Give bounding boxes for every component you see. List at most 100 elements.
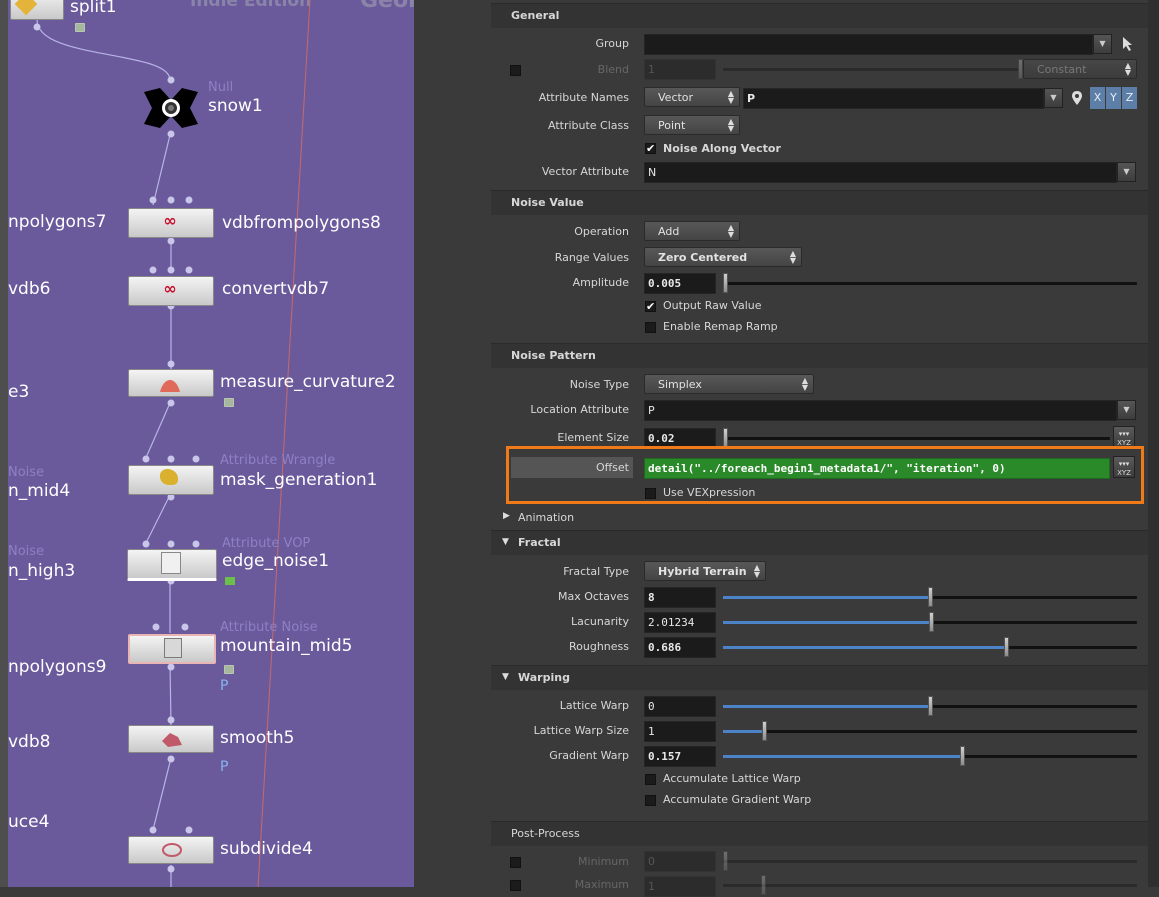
parameter-editor: General Group ▼ Blend 1 Constant ▲ ▼ Attri… xyxy=(491,0,1159,897)
cut-node-label[interactable]: vdb8 xyxy=(8,732,51,752)
minimum-enable-checkbox[interactable] xyxy=(510,857,521,868)
amplitude-slider[interactable] xyxy=(723,273,1137,293)
slider-knob[interactable] xyxy=(928,696,933,716)
accumulate-gradient-warp-checkbox[interactable] xyxy=(645,795,656,806)
section-noise-value[interactable]: Noise Value xyxy=(491,190,1148,215)
roughness-field[interactable]: 0.686 xyxy=(644,637,716,658)
dropdown-arrow-icon[interactable]: ▼ xyxy=(1117,400,1136,420)
amplitude-field[interactable]: 0.005 xyxy=(644,273,716,294)
attribute-names-field[interactable]: P xyxy=(743,88,1044,109)
minimum-slider[interactable] xyxy=(723,851,1137,871)
null-node-icon[interactable] xyxy=(140,84,202,132)
attribute-class-menu[interactable]: Point ▲ ▼ xyxy=(644,115,740,135)
enable-remap-ramp-checkbox[interactable] xyxy=(645,322,656,333)
maximum-enable-checkbox[interactable] xyxy=(510,880,521,891)
node-body[interactable] xyxy=(128,276,214,306)
roughness-slider[interactable] xyxy=(723,637,1137,657)
lattice-warp-field[interactable]: 0 xyxy=(644,696,716,717)
element-size-slider[interactable] xyxy=(723,428,1110,448)
minimum-field[interactable]: 0 xyxy=(644,851,716,872)
cut-node-label[interactable]: npolygons7 xyxy=(8,212,107,232)
section-noise-pattern[interactable]: Noise Pattern xyxy=(491,343,1148,368)
lattice-warp-size-field[interactable]: 1 xyxy=(644,721,716,742)
max-octaves-field[interactable]: 8 xyxy=(644,587,716,608)
max-octaves-slider[interactable] xyxy=(723,587,1137,607)
maximum-label: Maximum xyxy=(574,878,629,891)
attribute-names-type-menu[interactable]: Vector ▲ ▼ xyxy=(644,87,740,107)
node-body[interactable] xyxy=(128,208,214,238)
range-values-menu[interactable]: Zero Centered ▲ ▼ xyxy=(644,247,802,267)
attribute-names-label: Attribute Names xyxy=(538,91,629,104)
expand-triangle-icon[interactable]: ▶ xyxy=(503,511,510,521)
operation-menu[interactable]: Add ▲ ▼ xyxy=(644,221,740,241)
lacunarity-field[interactable]: 2.01234 xyxy=(644,612,716,633)
blend-slider[interactable] xyxy=(723,59,1023,79)
slider-fill xyxy=(723,621,929,624)
measure-icon xyxy=(160,380,180,392)
vector-attribute-field[interactable]: N xyxy=(644,162,1117,183)
slider-knob[interactable] xyxy=(723,428,728,448)
section-animation[interactable]: ▶ Animation xyxy=(491,506,1148,530)
vector-y-button[interactable]: Y xyxy=(1106,87,1121,109)
slider-knob[interactable] xyxy=(723,273,728,293)
dropdown-arrow-icon[interactable]: ▼ xyxy=(1093,34,1112,54)
cut-node-label[interactable]: npolygons9 xyxy=(8,657,107,677)
section-warping[interactable]: ▼ Warping xyxy=(491,665,1148,690)
menu-value: Zero Centered xyxy=(658,251,748,264)
element-size-vector-button[interactable]: ▾▾▾ XYZ xyxy=(1113,426,1135,448)
section-general[interactable]: General xyxy=(491,3,1148,28)
slider-knob[interactable] xyxy=(1004,637,1009,657)
dropdown-arrow-icon[interactable]: ▼ xyxy=(1117,162,1136,182)
fractal-type-menu[interactable]: Hybrid Terrain ▲ ▼ xyxy=(644,561,766,581)
cut-node-label[interactable]: n_mid4 xyxy=(8,481,71,501)
noise-type-menu[interactable]: Simplex ▲ ▼ xyxy=(644,374,814,394)
gradient-warp-slider[interactable] xyxy=(723,746,1137,766)
section-post-process[interactable]: Post-Process xyxy=(491,821,1148,846)
section-title: Noise Pattern xyxy=(511,349,596,362)
pane-gap xyxy=(414,0,491,887)
group-field[interactable] xyxy=(644,34,1093,55)
network-editor[interactable]: Indie Edition Geometry xyxy=(0,0,414,887)
lattice-warp-slider[interactable] xyxy=(723,696,1137,716)
parameter-scrollbar[interactable] xyxy=(1148,0,1159,887)
collapse-triangle-icon[interactable]: ▼ xyxy=(502,672,509,682)
blend-mode-menu[interactable]: Constant ▲ ▼ xyxy=(1023,59,1137,79)
gradient-warp-field[interactable]: 0.157 xyxy=(644,746,716,767)
blend-field[interactable]: 1 xyxy=(644,59,716,80)
slider-knob[interactable] xyxy=(723,851,728,871)
dropdown-arrow-icon[interactable]: ▼ xyxy=(1044,88,1063,108)
use-vexpression-checkbox[interactable] xyxy=(645,488,656,499)
node-label: edge_noise1 xyxy=(222,551,330,571)
cut-node-label[interactable]: n_high3 xyxy=(8,561,76,581)
vector-z-button[interactable]: Z xyxy=(1122,87,1137,109)
offset-expression-field[interactable]: detail("../foreach_begin1_metadata1/", "… xyxy=(644,458,1110,479)
slider-knob[interactable] xyxy=(761,875,766,895)
cut-node-label[interactable]: uce4 xyxy=(8,812,50,832)
vector-x-button[interactable]: X xyxy=(1090,87,1105,109)
lacunarity-slider[interactable] xyxy=(723,612,1137,632)
arrow-cursor-icon[interactable] xyxy=(1121,36,1135,52)
cut-node-label[interactable]: vdb6 xyxy=(8,279,51,299)
output-raw-value-checkbox[interactable]: ✔ xyxy=(645,300,656,313)
collapse-triangle-icon[interactable]: ▼ xyxy=(502,537,509,547)
slider-knob[interactable] xyxy=(960,746,965,766)
blend-enable-checkbox[interactable] xyxy=(510,65,521,76)
offset-vector-button[interactable]: ▾▾▾ XYZ xyxy=(1113,456,1135,478)
location-attribute-field[interactable]: P xyxy=(644,400,1117,421)
use-vexpression-label: Use VEXpression xyxy=(663,486,756,499)
cut-node-label[interactable]: e3 xyxy=(8,382,30,402)
accumulate-lattice-warp-checkbox[interactable] xyxy=(645,774,656,785)
slider-knob[interactable] xyxy=(928,587,933,607)
node-label: subdivide4 xyxy=(220,839,313,859)
noise-along-vector-checkbox[interactable]: ✔ xyxy=(645,142,656,155)
section-fractal[interactable]: ▼ Fractal xyxy=(491,530,1148,555)
cut-node-type: Noise xyxy=(8,544,45,559)
element-size-field[interactable]: 0.02 xyxy=(644,428,716,449)
pin-icon[interactable] xyxy=(1071,90,1083,106)
amplitude-label: Amplitude xyxy=(572,276,629,289)
lattice-warp-size-slider[interactable] xyxy=(723,721,1137,741)
slider-knob[interactable] xyxy=(929,612,934,632)
slider-knob[interactable] xyxy=(762,721,767,741)
node-body[interactable] xyxy=(128,836,214,864)
slider-knob[interactable] xyxy=(1018,59,1023,79)
